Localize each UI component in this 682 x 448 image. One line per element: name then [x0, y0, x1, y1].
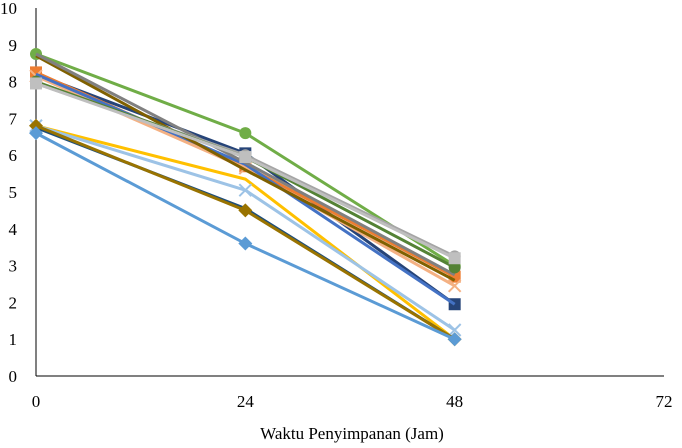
data-point	[29, 118, 43, 133]
x-tick-label: 0	[32, 392, 41, 411]
y-tick-label: 3	[9, 257, 18, 276]
data-point	[239, 127, 252, 140]
y-tick-label: 6	[9, 146, 18, 165]
data-point	[239, 151, 252, 164]
series-line	[35, 124, 456, 341]
y-tick-label: 5	[9, 183, 18, 202]
data-point	[238, 203, 253, 218]
data-point	[238, 236, 253, 251]
data-point	[29, 126, 43, 141]
y-tick-label: 8	[9, 73, 18, 92]
data-point	[448, 261, 461, 274]
y-tick-label: 1	[9, 330, 18, 349]
tick-labels: 0 1 2 3 4 5 6 7 8 9 10 0 24 48 72	[0, 0, 673, 411]
series-5	[35, 72, 456, 306]
data-point	[447, 323, 462, 337]
x-tick-label: 48	[446, 392, 463, 411]
series-layer	[29, 48, 462, 347]
x-tick-label: 72	[656, 392, 673, 411]
y-tick-label: 4	[9, 220, 18, 239]
series-6	[35, 54, 456, 282]
x-axis-title: Waktu Penyimpanan (Jam)	[260, 424, 444, 443]
data-point	[447, 332, 462, 347]
data-point	[448, 252, 461, 265]
series-11	[35, 124, 456, 341]
data-point	[447, 279, 462, 293]
y-tick-label: 2	[9, 293, 18, 312]
series-line	[35, 72, 456, 306]
x-tick-label: 24	[237, 392, 255, 411]
y-tick-label: 10	[0, 0, 17, 18]
series-10	[30, 77, 461, 265]
y-tick-label: 0	[9, 367, 18, 386]
series-15	[29, 126, 462, 347]
data-point	[238, 183, 253, 197]
y-tick-label: 7	[9, 109, 18, 128]
axes	[35, 8, 664, 377]
data-point	[30, 77, 42, 90]
y-tick-label: 9	[9, 36, 18, 55]
series-line	[35, 54, 456, 282]
